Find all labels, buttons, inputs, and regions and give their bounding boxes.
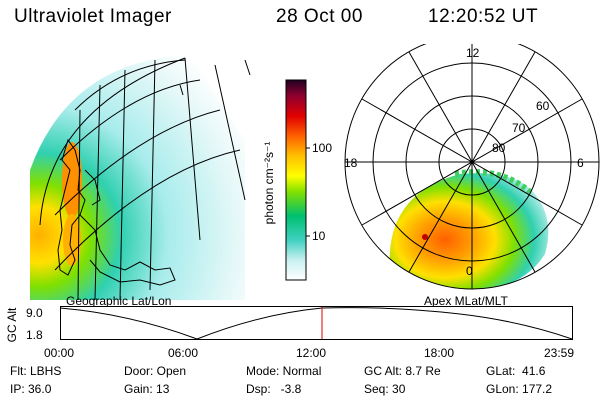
auroral-oval (389, 173, 549, 289)
coastlines (57, 84, 184, 286)
geo-panel-caption: Geographic Lat/Lon (66, 294, 172, 308)
status-dsp: Dsp: -3.8 (246, 382, 302, 396)
altitude-plot (60, 306, 573, 340)
geo-hotspot (62, 142, 82, 218)
polar-plot (344, 44, 600, 290)
colorbar (285, 79, 310, 281)
status-ip: IP: 36.0 (10, 382, 52, 396)
colorbar-tick-label-10: 10 (312, 229, 326, 243)
status-door: Door: Open (124, 364, 187, 378)
status-glon: GLon: 177.2 (486, 382, 553, 396)
altitude-plot-frame (60, 306, 573, 340)
gc-alt-tick-1-8: 1.8 (26, 328, 43, 342)
status-sequence: Seq: 30 (364, 382, 406, 396)
time-tick-1200: 12:00 (296, 346, 327, 360)
colorbar-tick-label-100: 100 (312, 141, 333, 155)
status-filter: Flt: LBHS (10, 364, 62, 378)
observation-date: 28 Oct 00 (276, 6, 363, 27)
mlt-label-0: 0 (466, 264, 473, 278)
polar-mlt-spokes (345, 44, 599, 289)
geo-longitude-grid (77, 57, 251, 300)
time-tick-0000: 00:00 (44, 346, 75, 360)
instrument-title: Ultraviolet Imager (14, 6, 172, 27)
mlat-label-70: 70 (512, 121, 526, 135)
colorbar-unit-label: photon cm⁻²s⁻¹ (262, 141, 276, 225)
status-gc-altitude: GC Alt: 8.7 Re (364, 364, 441, 378)
mlt-label-18: 18 (344, 156, 358, 170)
observation-time: 12:20:52 UT (428, 6, 539, 27)
status-mode: Mode: Normal (246, 364, 322, 378)
auroral-oval-edge (454, 169, 532, 195)
gc-alt-axis-title: GC Alt (5, 307, 19, 343)
mlt-label-6: 6 (577, 156, 584, 170)
time-tick-0600: 06:00 (168, 346, 199, 360)
status-gain: Gain: 13 (124, 382, 170, 396)
mlt-label-12: 12 (466, 46, 480, 60)
polar-panel-caption: Apex MLat/MLT (424, 294, 508, 308)
geo-hotspot-lower (63, 214, 81, 266)
time-tick-2359: 23:59 (544, 346, 575, 360)
auroral-peak (422, 234, 428, 240)
geographic-image (30, 55, 251, 300)
mlat-label-60: 60 (536, 99, 550, 113)
mlat-label-80: 80 (492, 141, 506, 155)
geo-emission (30, 55, 245, 300)
time-tick-1800: 18:00 (424, 346, 455, 360)
colorbar-gradient (285, 79, 307, 281)
gc-alt-tick-9: 9.0 (26, 306, 43, 320)
status-glat: GLat: 41.6 (486, 364, 546, 378)
